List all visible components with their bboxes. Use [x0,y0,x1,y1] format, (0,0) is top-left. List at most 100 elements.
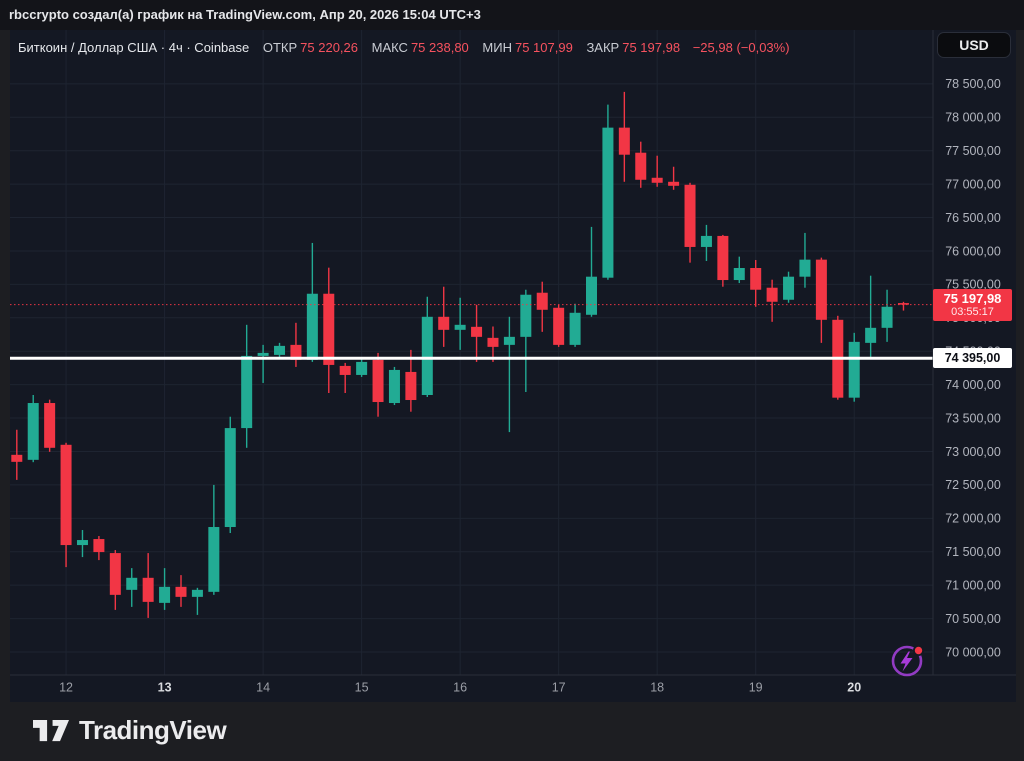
footer-bar: TradingView [0,702,1024,761]
symbol-title: Биткоин / Доллар США · 4ч · Coinbase [18,40,250,55]
svg-text:77 500,00: 77 500,00 [945,144,1001,158]
tradingview-logo[interactable]: TradingView [33,715,227,746]
candle [668,166,680,190]
svg-text:14: 14 [256,681,270,695]
candle [257,344,269,383]
candle-countdown: 03:55:17 [951,305,994,318]
svg-text:74 000,00: 74 000,00 [945,378,1001,392]
candle [224,416,236,534]
svg-text:78 000,00: 78 000,00 [945,111,1001,125]
candlestick-chart[interactable]: 70 000,00 70 500,00 71 000,00 71 500,00 72 0… [10,30,1016,702]
candle [799,232,811,288]
candle [76,530,88,558]
svg-text:15: 15 [355,681,369,695]
candle [438,286,450,347]
candle [109,550,121,610]
ohlc-open: ОТКР 75 220,26 [262,40,358,55]
price-lines [10,304,933,360]
candle [126,568,138,607]
svg-text:18: 18 [650,681,664,695]
hline-price-label: 74 395,00 [933,348,1012,369]
candle [487,326,499,362]
svg-text:73 500,00: 73 500,00 [945,411,1001,425]
candle [881,289,893,342]
tradingview-logo-mark [33,719,69,741]
candle [191,587,203,615]
svg-text:17: 17 [552,681,566,695]
candle [766,279,778,322]
candle [536,281,548,332]
currency-toggle-usd[interactable]: USD [937,32,1011,58]
candle [290,322,302,367]
candle [684,182,696,263]
tradingview-logo-text: TradingView [79,715,227,745]
last-price-value: 75 197,98 [943,290,1002,306]
candle [618,91,630,182]
candle [783,271,795,303]
candle [700,224,712,261]
candle [421,296,433,398]
svg-text:73 000,00: 73 000,00 [945,445,1001,459]
svg-text:72 000,00: 72 000,00 [945,512,1001,526]
ohlc-high: МАКС 75 238,80 [371,40,469,55]
svg-text:70 000,00: 70 000,00 [945,645,1001,659]
price-axis[interactable]: 70 000,00 70 500,00 71 000,00 71 500,00 72 0… [945,77,1001,659]
ohlc-close: ЗАКР 75 197,98 [586,40,681,55]
candle [569,303,581,347]
candle [11,429,23,480]
svg-text:20: 20 [847,681,861,695]
svg-text:71 000,00: 71 000,00 [945,578,1001,592]
last-price-label: 75 197,98 03:55:17 [933,288,1012,321]
candle [520,289,532,392]
symbol-legend: Биткоин / Доллар США · 4ч · Coinbase ОТК… [18,38,790,58]
candle [93,536,105,561]
svg-text:78 500,00: 78 500,00 [945,77,1001,91]
candle [553,304,565,347]
lightning-icon [891,645,924,677]
svg-text:71 500,00: 71 500,00 [945,545,1001,559]
candle [159,568,171,610]
chart-pane[interactable]: 70 000,00 70 500,00 71 000,00 71 500,00 72 0… [10,30,1016,702]
svg-text:16: 16 [453,681,467,695]
candle [815,257,827,343]
candle [865,275,877,358]
candle [471,304,483,362]
svg-text:72 500,00: 72 500,00 [945,478,1001,492]
candle [323,267,335,393]
candle [274,342,286,358]
candle [405,349,417,412]
candle [602,104,614,280]
candle [651,155,663,187]
svg-text:19: 19 [749,681,763,695]
svg-text:70 500,00: 70 500,00 [945,612,1001,626]
candle [306,242,318,362]
candle [142,553,154,618]
svg-text:77 000,00: 77 000,00 [945,177,1001,191]
candle [503,316,515,433]
svg-text:76 000,00: 76 000,00 [945,244,1001,258]
time-axis[interactable]: 12 13 14 15 16 17 18 19 20 [59,681,861,695]
candle [717,234,729,287]
ohlc-low: МИН 75 107,99 [482,40,573,55]
attribution-text: rbccrypto создал(а) график на TradingVie… [9,7,481,22]
candle [44,399,56,452]
candle [897,301,909,311]
ideas-button[interactable] [888,642,926,680]
svg-text:12: 12 [59,681,73,695]
candle [356,357,368,377]
candle [27,395,39,463]
candle [208,484,220,595]
candle [175,575,187,607]
candle [60,442,72,568]
attribution-bar: rbccrypto создал(а) график на TradingVie… [0,0,1024,30]
candle [388,366,400,406]
candle [635,141,647,188]
candle [750,259,762,307]
candle [241,324,253,448]
svg-text:13: 13 [158,681,172,695]
svg-text:76 500,00: 76 500,00 [945,211,1001,225]
svg-text:75 500,00: 75 500,00 [945,278,1001,292]
candle [733,256,745,284]
notification-dot [912,645,924,656]
